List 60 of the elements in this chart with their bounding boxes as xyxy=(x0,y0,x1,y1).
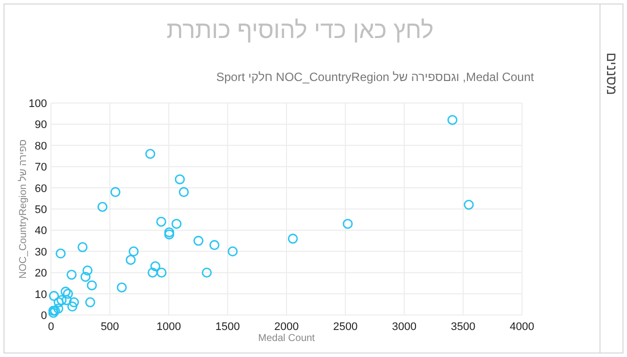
point xyxy=(228,246,238,256)
point xyxy=(56,295,67,306)
y-tick-label: 20 xyxy=(34,268,47,280)
chart-title: לחץ כאן כדי להוסיף כותרת xyxy=(166,17,434,44)
chart-subtitle: Medal Count, וגםספירה של NOC_CountryRegion חלקי Sport xyxy=(216,70,535,84)
y-tick-label: 100 xyxy=(28,98,47,110)
point xyxy=(202,268,212,278)
point xyxy=(54,297,64,308)
y-tick-label: 60 xyxy=(34,182,47,195)
point xyxy=(174,174,185,184)
point xyxy=(128,246,139,256)
y-axis-title: ספירה של NOC_CountryRegion xyxy=(17,138,29,279)
point xyxy=(172,218,182,229)
point xyxy=(80,272,90,282)
point xyxy=(156,216,166,227)
x-tick-label: 3500 xyxy=(450,321,476,333)
x-tick-label: 500 xyxy=(100,321,120,333)
point xyxy=(150,261,160,272)
point xyxy=(66,270,77,280)
y-tick-label: 10 xyxy=(34,288,47,301)
point xyxy=(62,295,72,306)
point xyxy=(148,268,158,278)
point xyxy=(53,304,64,314)
x-tick-label: 3000 xyxy=(392,321,416,333)
point xyxy=(126,254,136,265)
point xyxy=(82,265,93,276)
point xyxy=(447,114,458,125)
y-tick-label: 40 xyxy=(34,225,47,238)
point xyxy=(145,148,156,159)
point xyxy=(78,242,88,252)
point xyxy=(48,290,59,301)
point xyxy=(178,187,189,198)
y-tick-label: 90 xyxy=(34,119,47,132)
y-tick-label: 0 xyxy=(40,310,47,322)
point xyxy=(342,218,353,229)
x-axis-title: Medal Count xyxy=(258,333,316,344)
x-tick-label: 2500 xyxy=(333,321,358,333)
x-tick-label: 1500 xyxy=(215,321,240,333)
x-tick-label: 1000 xyxy=(156,321,181,333)
y-tick-label: 70 xyxy=(34,162,47,174)
y-tick-label: 50 xyxy=(34,204,47,216)
point xyxy=(209,240,220,250)
point xyxy=(193,236,204,246)
point xyxy=(68,297,79,308)
point xyxy=(97,202,108,212)
text: מסננים xyxy=(604,52,620,95)
x-tick-label: 2000 xyxy=(274,321,299,333)
point xyxy=(156,268,167,278)
x-tick-label: 0 xyxy=(48,321,54,333)
point xyxy=(110,187,120,198)
point xyxy=(85,297,96,308)
point xyxy=(56,248,66,259)
point xyxy=(116,282,127,292)
x-tick-label: 4000 xyxy=(510,321,534,333)
point xyxy=(86,280,97,290)
y-tick-label: 30 xyxy=(34,246,47,258)
point xyxy=(67,302,78,312)
point xyxy=(288,234,298,244)
y-tick-label: 80 xyxy=(34,140,47,152)
point xyxy=(464,200,474,210)
